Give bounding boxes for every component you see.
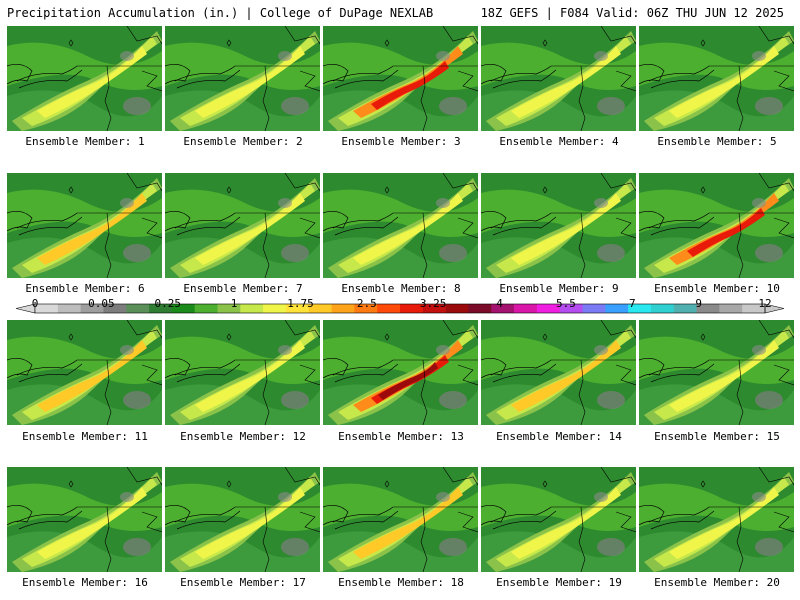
colorbar-swatch [194, 304, 218, 313]
member-caption: Ensemble Member: 19 [496, 576, 622, 589]
colorbar-swatch [400, 304, 424, 313]
member-caption: Ensemble Member: 12 [180, 430, 306, 443]
member-caption: Ensemble Member: 1 [25, 135, 145, 148]
colorbar-swatch [605, 304, 629, 313]
colorbar-swatch [103, 304, 127, 313]
member-map-panel [639, 320, 794, 425]
colorbar-swatch [217, 304, 241, 313]
colorbar-swatch [628, 304, 652, 313]
model-valid-time: 18Z GEFS | F084 Valid: 06Z THU JUN 12 20… [480, 6, 784, 20]
member-caption: Ensemble Member: 20 [654, 576, 780, 589]
colorbar-swatch [263, 304, 287, 313]
colorbar-label: 12 [758, 297, 772, 310]
member-caption: Ensemble Member: 6 [25, 282, 145, 295]
colorbar-swatch [149, 304, 173, 313]
member-map-panel [481, 467, 636, 572]
member-map-panel [323, 26, 478, 131]
colorbar-label: 7 [628, 297, 636, 310]
member-caption: Ensemble Member: 2 [183, 135, 303, 148]
colorbar-swatch [126, 304, 150, 313]
member-caption: Ensemble Member: 3 [341, 135, 461, 148]
member-caption: Ensemble Member: 14 [496, 430, 622, 443]
member-caption: Ensemble Member: 4 [499, 135, 619, 148]
colorbar-label: 2.5 [356, 297, 377, 310]
colorbar-label: 0.05 [88, 297, 115, 310]
colorbar-swatch [308, 304, 332, 313]
colorbar-swatch [468, 304, 492, 313]
page-title: Precipitation Accumulation (in.) | Colle… [7, 6, 434, 20]
member-map-panel [639, 467, 794, 572]
member-map-panel [481, 26, 636, 131]
colorbar-swatch [35, 304, 59, 313]
member-caption: Ensemble Member: 17 [180, 576, 306, 589]
member-caption: Ensemble Member: 9 [499, 282, 619, 295]
member-caption: Ensemble Member: 8 [341, 282, 461, 295]
member-map-panel [7, 467, 162, 572]
member-map-panel [7, 173, 162, 278]
colorbar-label: 3.25 [419, 297, 447, 310]
member-map-panel [323, 173, 478, 278]
member-caption: Ensemble Member: 10 [654, 282, 780, 295]
colorbar-swatch [491, 304, 515, 313]
colorbar-swatch [536, 304, 560, 313]
member-map-panel [323, 320, 478, 425]
colorbar-label: 0 [31, 297, 39, 310]
member-caption: Ensemble Member: 13 [338, 430, 464, 443]
colorbar-swatch [377, 304, 401, 313]
colorbar-swatch [422, 304, 446, 313]
member-caption: Ensemble Member: 16 [22, 576, 148, 589]
colorbar-swatch [719, 304, 743, 313]
colorbar-swatch [240, 304, 264, 313]
member-map-panel [165, 320, 320, 425]
colorbar [15, 303, 785, 314]
colorbar-swatch [673, 304, 697, 313]
colorbar-label: 1 [230, 297, 238, 310]
member-map-panel [481, 173, 636, 278]
member-map-panel [7, 320, 162, 425]
colorbar-label: 0.25 [154, 297, 181, 310]
colorbar-swatch [331, 304, 355, 313]
member-caption: Ensemble Member: 11 [22, 430, 148, 443]
colorbar-swatch [582, 304, 606, 313]
colorbar-swatch [285, 304, 310, 313]
member-map-panel [165, 26, 320, 131]
colorbar-swatch [354, 304, 378, 313]
member-map-panel [323, 467, 478, 572]
member-map-panel [639, 173, 794, 278]
colorbar-label: 5.5 [555, 297, 576, 310]
member-map-panel [7, 26, 162, 131]
member-caption: Ensemble Member: 15 [654, 430, 780, 443]
member-caption: Ensemble Member: 18 [338, 576, 464, 589]
member-map-panel [165, 173, 320, 278]
colorbar-swatch [57, 304, 81, 313]
member-map-panel [481, 320, 636, 425]
colorbar-swatch [696, 304, 720, 313]
colorbar-swatch [742, 304, 766, 313]
colorbar-swatch [514, 304, 538, 313]
colorbar-swatch [80, 304, 104, 313]
member-caption: Ensemble Member: 7 [183, 282, 303, 295]
colorbar-label: 4 [496, 297, 503, 310]
member-caption: Ensemble Member: 5 [657, 135, 777, 148]
colorbar-swatch [171, 304, 195, 313]
member-map-panel [639, 26, 794, 131]
member-map-panel [165, 467, 320, 572]
colorbar-label: 1.75 [287, 297, 314, 310]
colorbar-swatch [559, 304, 583, 313]
colorbar-swatch [445, 304, 469, 313]
colorbar-label: 9 [695, 297, 702, 310]
colorbar-swatch [650, 304, 675, 313]
